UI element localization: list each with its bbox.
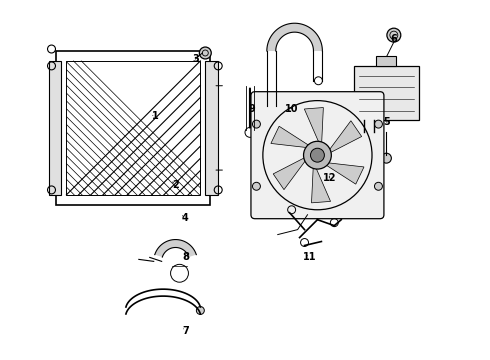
Text: 8: 8 xyxy=(182,252,189,262)
Text: 11: 11 xyxy=(303,252,316,262)
Circle shape xyxy=(374,120,382,128)
Polygon shape xyxy=(271,126,314,148)
Text: 2: 2 xyxy=(172,180,179,190)
Circle shape xyxy=(387,28,401,42)
Polygon shape xyxy=(312,162,331,203)
Circle shape xyxy=(311,148,324,162)
Circle shape xyxy=(199,47,211,59)
Bar xyxy=(354,66,418,121)
Bar xyxy=(66,61,200,195)
Bar xyxy=(205,61,218,195)
Circle shape xyxy=(303,141,331,169)
Polygon shape xyxy=(325,121,362,155)
Polygon shape xyxy=(267,23,322,51)
Text: 6: 6 xyxy=(391,34,397,44)
Text: 9: 9 xyxy=(248,104,255,113)
Text: 3: 3 xyxy=(192,54,199,64)
Text: 12: 12 xyxy=(322,173,336,183)
Text: 10: 10 xyxy=(285,104,298,113)
Text: 4: 4 xyxy=(182,213,189,223)
Circle shape xyxy=(196,306,204,314)
Bar xyxy=(56,51,210,205)
Circle shape xyxy=(309,147,326,163)
Text: 7: 7 xyxy=(182,326,189,336)
Polygon shape xyxy=(155,239,196,257)
Circle shape xyxy=(252,120,260,128)
Circle shape xyxy=(381,153,392,163)
Text: 1: 1 xyxy=(152,111,159,121)
Polygon shape xyxy=(321,162,364,184)
Polygon shape xyxy=(304,108,323,148)
Text: 5: 5 xyxy=(384,117,390,127)
Bar xyxy=(49,61,61,195)
Circle shape xyxy=(252,182,260,190)
FancyBboxPatch shape xyxy=(251,92,384,219)
Polygon shape xyxy=(273,155,310,190)
Bar xyxy=(376,56,396,66)
Circle shape xyxy=(374,182,382,190)
